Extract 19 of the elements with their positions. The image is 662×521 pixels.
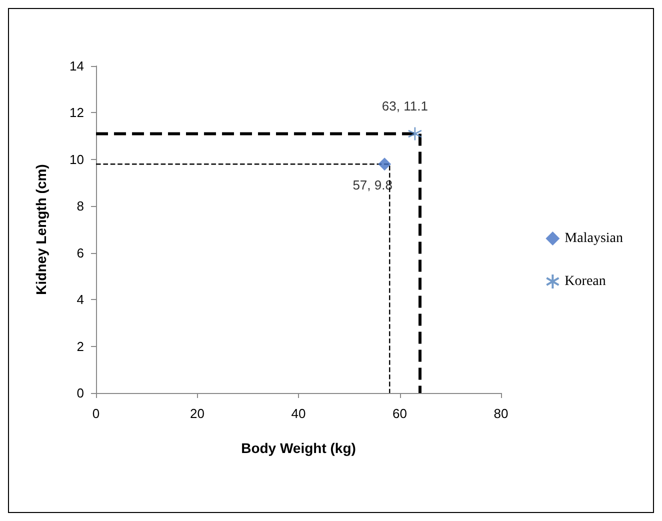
x-tick-label: 0 <box>92 406 100 421</box>
x-tick-label: 20 <box>190 406 204 421</box>
x-tick-label: 60 <box>392 406 407 421</box>
y-axis-title: Kidney Length (cm) <box>33 164 49 295</box>
y-tick-label: 14 <box>70 58 84 74</box>
y-tick-label: 4 <box>76 292 84 308</box>
y-tick-label: 10 <box>70 152 84 167</box>
legend-label: Malaysian <box>564 231 624 246</box>
data-label: 63, 11.1 <box>382 98 428 114</box>
legend-label: Korean <box>564 274 606 289</box>
y-tick-label: 0 <box>76 386 84 400</box>
x-tick-label: 80 <box>494 406 508 421</box>
y-tick-label: 6 <box>76 245 84 260</box>
y-tick-label: 8 <box>76 198 84 214</box>
data-label: 57, 9.8 <box>352 178 392 193</box>
y-tick-label: 2 <box>76 338 84 354</box>
x-axis-title: Body Weight (kg) <box>241 440 356 456</box>
y-tick-label: 12 <box>70 105 84 120</box>
x-tick-label: 40 <box>291 406 306 421</box>
